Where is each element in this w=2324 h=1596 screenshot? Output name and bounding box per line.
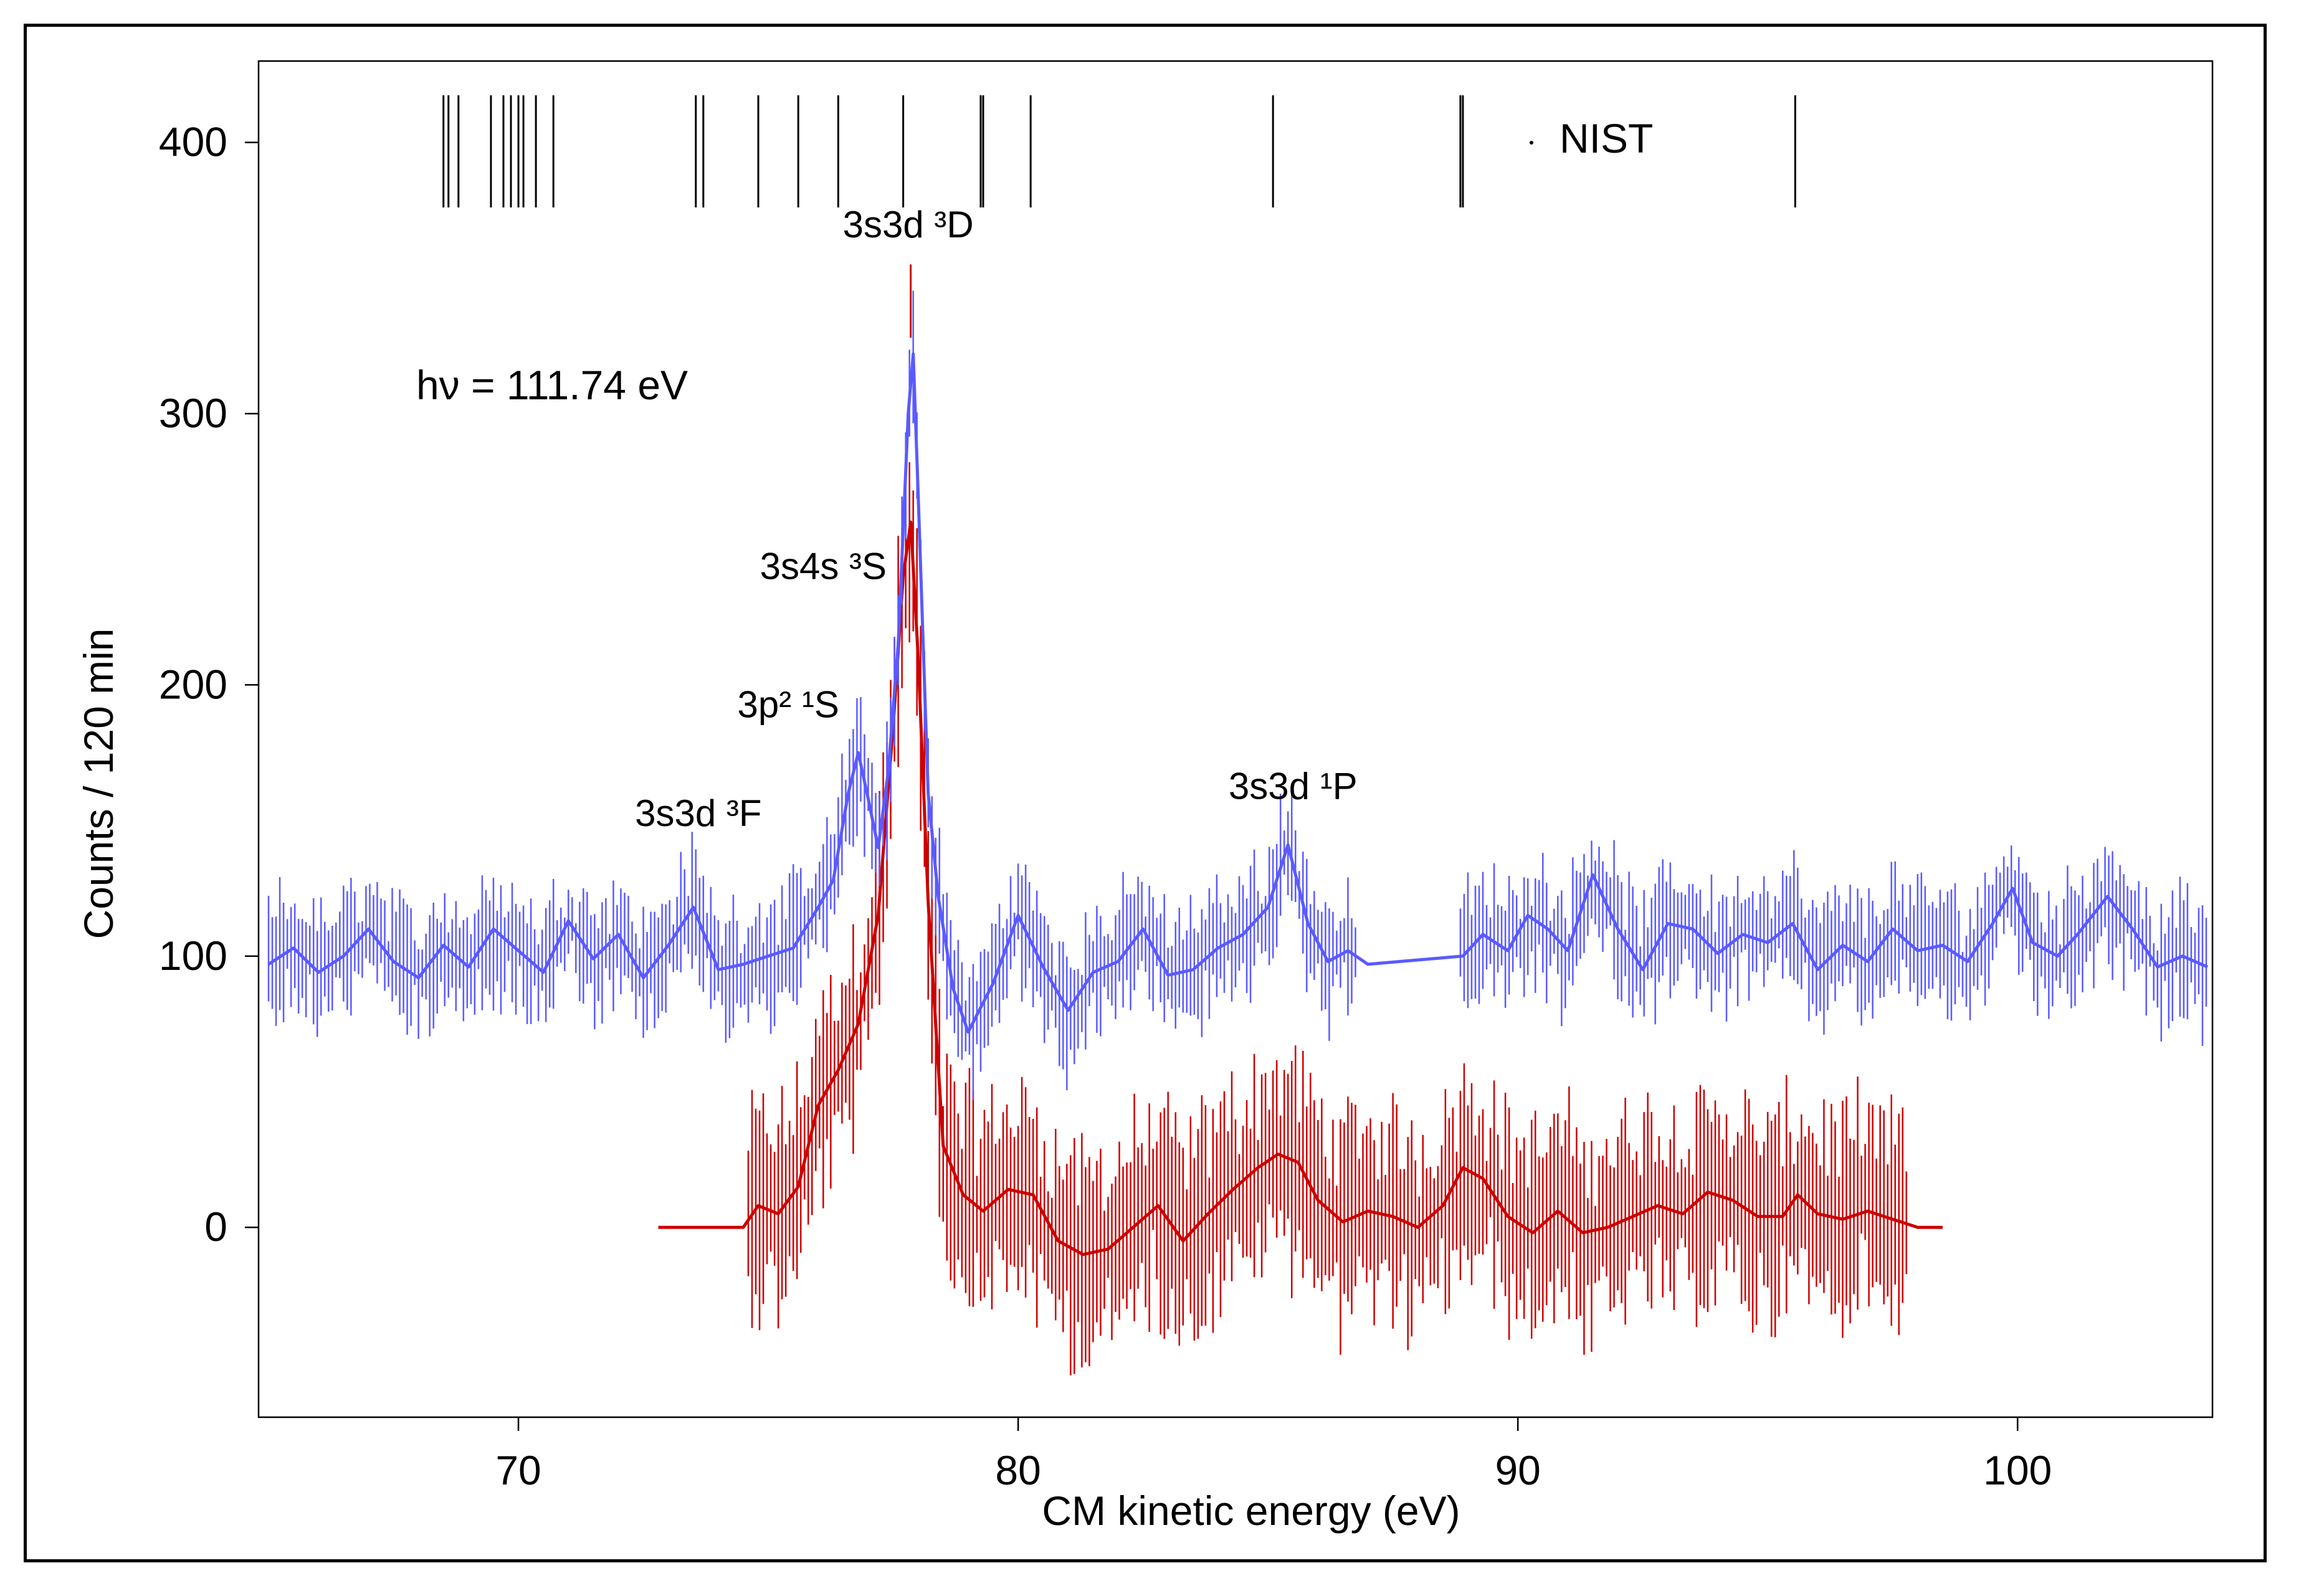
series-line-blue: [267, 352, 2208, 1034]
series-red: [658, 453, 1943, 1375]
x-tick-label: 90: [1495, 1447, 1540, 1493]
peak-label: 3s3d ¹P: [1229, 765, 1358, 807]
photon-energy-label: hν = 111.74 eV: [416, 362, 688, 408]
nist-dot: [1530, 141, 1533, 145]
annotations: 3s3d ³D 3s4s ³S 3p² ¹S 3s3d ³F 3s3d ¹P: [635, 204, 1358, 834]
peak-label: 3p² ¹S: [737, 684, 839, 726]
series-blue: [267, 290, 2208, 1100]
nist-label: NIST: [1560, 115, 1653, 161]
y-tick-label: 100: [159, 933, 227, 979]
y-tick-label: 400: [159, 119, 227, 165]
peak-label: 3s4s ³S: [760, 546, 887, 587]
plot-area: [257, 60, 2214, 1418]
peak-label: 3s3d ³D: [843, 204, 974, 245]
y-tick-label: 300: [159, 390, 227, 436]
figure-frame: NIST 3s3d ³D 3s4s ³S 3p² ¹S 3s3d ³F 3s3d ¹P …: [24, 24, 2267, 1562]
y-axis-label: Counts / 120 min: [75, 629, 121, 939]
y-tick-label: 0: [204, 1204, 227, 1250]
x-axis-label: CM kinetic energy (eV): [1042, 1488, 1460, 1534]
x-tick-label: 80: [995, 1447, 1041, 1493]
nist-lines: [442, 95, 1796, 207]
y-tick-label: 200: [159, 661, 227, 707]
x-tick-label: 100: [1983, 1447, 2052, 1493]
x-tick-label: 70: [495, 1447, 541, 1493]
x-axis: 70 80 90 100: [495, 1417, 2052, 1493]
y-axis: 0 100 200 300 400: [159, 119, 259, 1250]
peak-label: 3s3d ³F: [635, 792, 761, 834]
